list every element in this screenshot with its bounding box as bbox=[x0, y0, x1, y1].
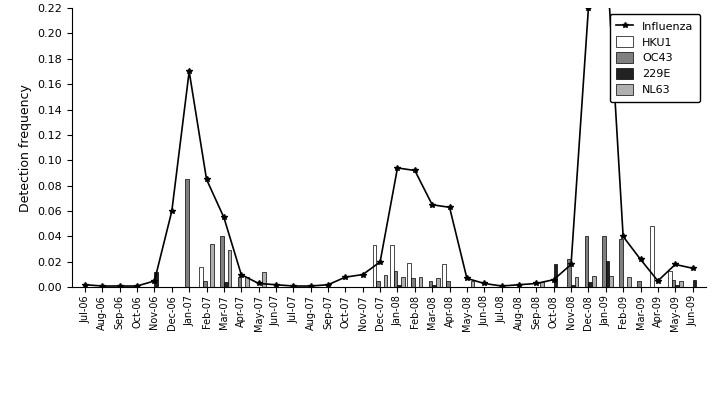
Influenza bbox=[237, 272, 246, 277]
Influenza bbox=[462, 276, 471, 281]
Bar bbox=[693, 280, 696, 287]
Line: Influenza: Influenza bbox=[82, 0, 696, 289]
Influenza bbox=[688, 266, 697, 271]
Influenza bbox=[480, 281, 489, 286]
Bar bbox=[228, 251, 231, 287]
Bar bbox=[428, 281, 432, 287]
Influenza bbox=[132, 284, 141, 288]
Influenza bbox=[567, 262, 575, 267]
Bar bbox=[186, 180, 189, 287]
Bar bbox=[384, 275, 387, 287]
Bar bbox=[262, 272, 266, 287]
Influenza bbox=[271, 282, 280, 287]
Influenza bbox=[498, 284, 506, 288]
Influenza bbox=[341, 275, 350, 280]
Influenza bbox=[428, 202, 436, 207]
Influenza bbox=[185, 69, 194, 74]
Influenza bbox=[289, 284, 297, 288]
Influenza bbox=[549, 277, 558, 282]
Influenza bbox=[671, 262, 680, 267]
Bar bbox=[442, 265, 446, 287]
Bar bbox=[394, 271, 397, 287]
Bar bbox=[567, 259, 571, 287]
Bar bbox=[397, 285, 401, 287]
Influenza bbox=[445, 205, 454, 210]
Bar bbox=[588, 282, 592, 287]
Bar bbox=[411, 279, 415, 287]
Influenza bbox=[307, 284, 315, 288]
Influenza bbox=[376, 259, 384, 264]
Bar bbox=[679, 281, 683, 287]
Influenza bbox=[98, 284, 107, 288]
Bar bbox=[619, 239, 623, 287]
Bar bbox=[592, 276, 596, 287]
Influenza bbox=[393, 166, 402, 170]
Bar bbox=[672, 280, 675, 287]
Influenza bbox=[532, 281, 541, 286]
Influenza bbox=[410, 168, 419, 173]
Legend: Influenza, HKU1, OC43, 229E, NL63: Influenza, HKU1, OC43, 229E, NL63 bbox=[610, 14, 700, 102]
Bar bbox=[609, 276, 613, 287]
Influenza bbox=[150, 279, 159, 283]
Bar bbox=[636, 281, 641, 287]
Influenza bbox=[81, 282, 89, 287]
Bar bbox=[408, 263, 411, 287]
Bar bbox=[401, 277, 405, 287]
Bar bbox=[585, 237, 588, 287]
Bar bbox=[436, 279, 440, 287]
Bar bbox=[606, 261, 609, 287]
Influenza bbox=[618, 234, 627, 239]
Influenza bbox=[168, 209, 176, 213]
Bar bbox=[432, 285, 436, 287]
Bar bbox=[238, 277, 241, 287]
Bar bbox=[627, 277, 631, 287]
Bar bbox=[155, 272, 158, 287]
Bar bbox=[203, 281, 207, 287]
Bar bbox=[245, 277, 248, 287]
Bar bbox=[377, 281, 380, 287]
Bar bbox=[220, 237, 224, 287]
Influenza bbox=[359, 272, 367, 277]
Influenza bbox=[584, 6, 593, 10]
Bar bbox=[471, 281, 474, 287]
Influenza bbox=[202, 177, 211, 182]
Influenza bbox=[515, 282, 523, 287]
Bar bbox=[650, 226, 654, 287]
Influenza bbox=[636, 257, 645, 262]
Bar bbox=[199, 267, 203, 287]
Bar bbox=[446, 281, 449, 287]
Y-axis label: Detection frequency: Detection frequency bbox=[19, 84, 32, 211]
Bar bbox=[540, 282, 544, 287]
Influenza bbox=[654, 279, 662, 283]
Bar bbox=[571, 285, 575, 287]
Bar bbox=[418, 277, 422, 287]
Influenza bbox=[220, 215, 228, 220]
Bar bbox=[373, 245, 377, 287]
Bar bbox=[224, 282, 228, 287]
Bar bbox=[675, 285, 679, 287]
Bar bbox=[390, 245, 394, 287]
Bar bbox=[210, 244, 214, 287]
Bar bbox=[554, 265, 557, 287]
Influenza bbox=[254, 281, 263, 286]
Influenza bbox=[115, 284, 124, 288]
Influenza bbox=[324, 282, 333, 287]
Bar bbox=[602, 237, 606, 287]
Bar bbox=[575, 277, 578, 287]
Bar bbox=[668, 271, 672, 287]
